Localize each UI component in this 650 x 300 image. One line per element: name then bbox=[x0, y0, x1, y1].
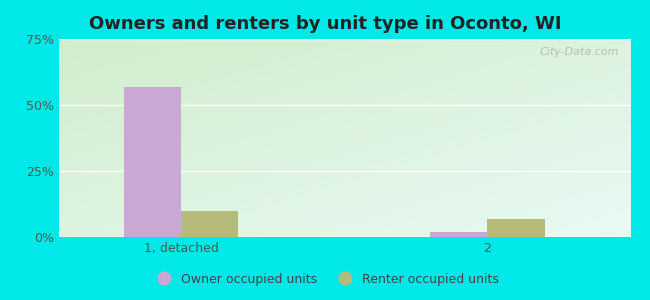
Bar bbox=[488, 218, 545, 237]
Text: City-Data.com: City-Data.com bbox=[540, 47, 619, 57]
Bar bbox=[124, 86, 181, 237]
Legend: Owner occupied units, Renter occupied units: Owner occupied units, Renter occupied un… bbox=[146, 268, 504, 291]
Text: Owners and renters by unit type in Oconto, WI: Owners and renters by unit type in Ocont… bbox=[89, 15, 561, 33]
Bar bbox=[181, 211, 239, 237]
Bar bbox=[430, 232, 488, 237]
